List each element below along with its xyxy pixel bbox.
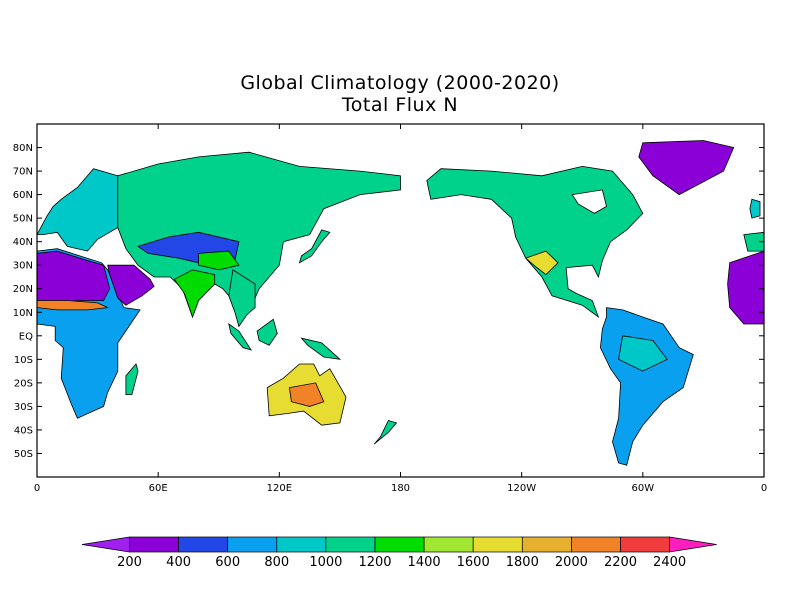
new-zealand-island (373, 420, 398, 445)
iberia-edge-landmass (743, 231, 764, 252)
lon-tick-label: 0 (34, 483, 40, 494)
hudson-bay-water (571, 189, 607, 214)
arabia-region (107, 264, 155, 306)
tibet-region (198, 250, 240, 271)
north-america-landmass (426, 165, 644, 319)
colorbar-label: 1800 (506, 555, 539, 570)
west-africa-edge-landmass (727, 250, 764, 325)
colorbar-label: 600 (215, 555, 240, 570)
colorbar-segment (374, 536, 425, 553)
colorbar-segment (178, 536, 229, 553)
madagascar-island (125, 363, 139, 395)
lat-tick-label: 20S (14, 378, 33, 389)
new-guinea-island (300, 337, 342, 360)
amazon-region (618, 335, 668, 372)
lat-tick-label: 50N (13, 214, 33, 225)
map-title: Global Climatology (2000-2020) (240, 72, 560, 94)
lon-tick-label: 60W (632, 483, 655, 494)
colorbar-label: 800 (264, 555, 289, 570)
lat-tick-label: 50S (14, 449, 33, 460)
colorbar-segment (472, 536, 523, 553)
colorbar-label: 400 (166, 555, 191, 570)
lat-tick-label: 60N (13, 190, 33, 201)
lat-tick-label: EQ (19, 331, 33, 342)
colorbar-label: 2000 (555, 555, 588, 570)
map-subtitle: Total Flux N (341, 94, 459, 116)
lat-tick-label: 70N (13, 167, 33, 178)
sumatra-island (228, 323, 253, 351)
lat-tick-label: 40S (14, 425, 33, 436)
colorbar-label: 2200 (604, 555, 637, 570)
us-southwest-region (524, 250, 559, 276)
colorbar-segment (571, 536, 621, 553)
colorbar-label: 1200 (358, 555, 391, 570)
south-america-landmass (599, 307, 694, 466)
colorbar-label: 1600 (457, 555, 490, 570)
lat-tick-label: 40N (13, 237, 33, 248)
greenland-landmass (638, 140, 735, 196)
colorbar-segment (620, 536, 670, 553)
colorbar-label: 1400 (408, 555, 441, 570)
colorbar-segment (423, 536, 474, 553)
latitude-axis: 80N 70N 60N 50N 40N 30N 20N 10N EQ 10S 20S 30S 40S 50… (13, 143, 764, 460)
colorbar-segment (276, 536, 327, 553)
land-mass-layer (37, 140, 764, 466)
borneo-island (256, 318, 278, 346)
colorbar-low-arrow (81, 536, 130, 553)
eurasia-landmass (117, 151, 401, 319)
japan-islands (298, 229, 331, 264)
india-region (173, 269, 216, 319)
europe-landmass (37, 168, 119, 252)
lat-tick-label: 20N (13, 284, 33, 295)
colorbar-high-arrow (669, 536, 717, 553)
colorbar-label: 200 (117, 555, 142, 570)
colorbar: 200 400 600 800 1000 1200 1400 1600 1800 2000 2200… (81, 536, 717, 570)
lon-tick-label: 60E (149, 483, 168, 494)
colorbar-segment (227, 536, 278, 553)
colorbar-segment (129, 536, 179, 553)
lat-tick-label: 10S (14, 355, 33, 366)
colorbar-segment (325, 536, 376, 553)
lon-tick-label: 120W (507, 483, 536, 494)
colorbar-label: 1000 (309, 555, 342, 570)
lon-tick-label: 120E (267, 483, 292, 494)
longitude-axis: 0 60E 120E 180 120W 60W 0 (34, 124, 767, 494)
lon-tick-label: 180 (391, 483, 410, 494)
lat-tick-label: 30N (13, 261, 33, 272)
colorbar-label: 2400 (653, 555, 686, 570)
sahara-region (37, 250, 111, 304)
sahel-region (37, 300, 110, 311)
lat-tick-label: 10N (13, 308, 33, 319)
australia-interior-region (288, 382, 325, 407)
se-asia-region (228, 269, 256, 328)
lat-tick-label: 30S (14, 402, 33, 413)
colorbar-segment (521, 536, 572, 553)
lat-tick-label: 80N (13, 143, 33, 154)
lon-tick-label: 0 (761, 483, 767, 494)
britain-island (749, 198, 761, 219)
